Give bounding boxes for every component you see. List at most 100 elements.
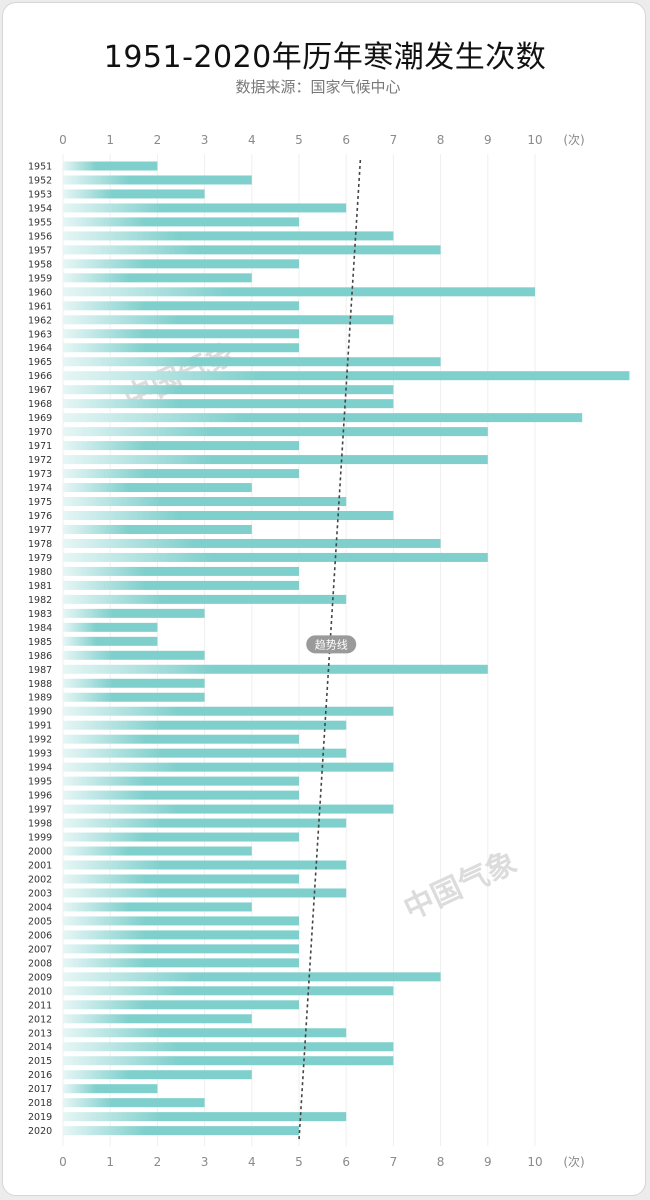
bar: [63, 594, 347, 604]
year-label: 2001: [28, 861, 52, 872]
year-labels: 1951 1952 1953 1954 1955 1956 1957 1958 1959 1960…: [28, 162, 52, 1138]
year-label: 2005: [28, 916, 52, 927]
year-label: 1984: [28, 623, 52, 634]
x-tick-label: 3: [201, 133, 209, 147]
year-label: 1987: [28, 665, 52, 676]
year-label: 2004: [28, 902, 52, 913]
year-label: 2013: [28, 1028, 52, 1039]
bar: [63, 497, 347, 507]
bar: [63, 385, 394, 395]
bar: [63, 469, 299, 479]
bar: [63, 762, 394, 772]
bar: [63, 860, 347, 870]
x-tick-label: 3: [201, 1155, 209, 1169]
year-label: 1974: [28, 483, 52, 494]
bar: [63, 483, 252, 493]
x-tick-label: 9: [484, 1155, 492, 1169]
bar: [63, 511, 394, 520]
bar: [63, 1084, 158, 1094]
bar: [63, 804, 394, 814]
bar: [63, 580, 299, 590]
bar: [63, 343, 299, 353]
bar: [63, 944, 299, 954]
bar: [63, 790, 299, 800]
bar: [63, 315, 394, 325]
year-label: 1983: [28, 609, 52, 620]
bar: [63, 245, 441, 255]
x-tick-label: 0: [59, 1155, 67, 1169]
bar: [63, 916, 299, 926]
bar: [63, 622, 158, 632]
year-label: 2008: [28, 958, 52, 969]
bar: [63, 1042, 394, 1052]
x-axis-top: 0 1 2 3 4 5 6 7 8 9 10 (次): [59, 133, 585, 147]
bar: [63, 692, 205, 702]
bar: [63, 455, 488, 465]
year-label: 1964: [28, 343, 52, 354]
trend-badge: [306, 635, 357, 654]
bar: [63, 552, 488, 562]
year-label: 1965: [28, 357, 52, 368]
bar: [63, 1014, 252, 1024]
bar: [63, 958, 299, 968]
year-label: 1978: [28, 539, 52, 550]
x-unit-label: (次): [563, 133, 584, 147]
x-tick-label: 5: [295, 133, 303, 147]
year-label: 1981: [28, 581, 52, 592]
bar: [63, 776, 299, 786]
bar: [63, 1126, 299, 1136]
bar: [63, 1028, 347, 1038]
year-label: 1954: [28, 203, 52, 214]
year-label: 2020: [28, 1126, 52, 1137]
year-label: 2006: [28, 930, 52, 941]
year-label: 2011: [28, 1000, 52, 1011]
year-label: 1991: [28, 721, 52, 732]
year-label: 2000: [28, 847, 52, 858]
year-label: 2003: [28, 888, 52, 899]
x-tick-label: 10: [527, 1155, 542, 1169]
year-label: 2017: [28, 1084, 52, 1095]
bar: [63, 217, 299, 227]
year-label: 1951: [28, 162, 52, 173]
year-label: 1995: [28, 777, 52, 788]
year-label: 1952: [28, 175, 52, 186]
year-label: 1993: [28, 749, 52, 760]
bar: [63, 818, 347, 828]
year-label: 1973: [28, 469, 52, 480]
trend-layer: 趋势线: [298, 159, 362, 1141]
bar: [63, 846, 252, 856]
bar: [63, 175, 252, 185]
year-label: 1977: [28, 525, 52, 536]
bar: [63, 1000, 299, 1010]
x-tick-label: 6: [342, 133, 350, 147]
year-label: 2015: [28, 1056, 52, 1067]
bar: [63, 1070, 252, 1080]
year-label: 1976: [28, 511, 52, 522]
bar: [63, 972, 441, 982]
x-axis-bottom: 0 1 2 3 4 5 6 7 8 9 10 (次): [59, 1155, 585, 1169]
year-label: 1961: [28, 301, 52, 312]
bar: [63, 706, 394, 716]
bar: [63, 189, 205, 199]
x-tick-label: 8: [437, 133, 445, 147]
x-tick-label: 1: [106, 1155, 114, 1169]
bar: [63, 874, 299, 884]
bar: [63, 734, 299, 744]
year-label: 1962: [28, 315, 52, 326]
bar: [63, 1056, 394, 1066]
bar: [63, 441, 299, 451]
bar: [63, 930, 299, 940]
year-label: 1994: [28, 763, 52, 774]
bar: [63, 678, 205, 688]
chart-title: 1951-2020年历年寒潮发生次数: [103, 40, 547, 75]
x-tick-label: 2: [154, 133, 162, 147]
year-label: 1998: [28, 819, 52, 830]
year-label: 1957: [28, 245, 52, 256]
year-label: 1955: [28, 217, 52, 228]
bar: [63, 608, 205, 618]
year-label: 1956: [28, 231, 52, 242]
bar: [63, 664, 488, 674]
bar: [63, 357, 441, 367]
year-label: 2010: [28, 986, 52, 997]
